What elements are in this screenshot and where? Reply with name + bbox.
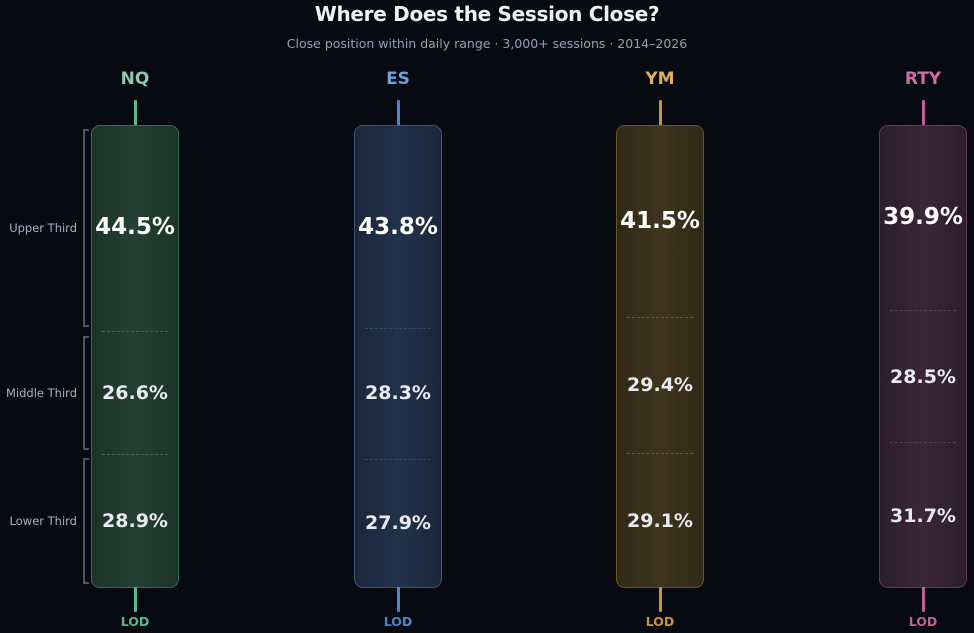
candle-rty: RTY 39.9% 28.5% 31.7% LOD — [879, 0, 967, 633]
bracket-middle — [83, 336, 89, 450]
middle-third-value: 28.3% — [365, 382, 431, 404]
lower-third-value: 29.1% — [627, 510, 693, 532]
chart-title: Where Does the Session Close? — [314, 2, 660, 26]
ticker-label: ES — [386, 69, 410, 89]
high-wick — [922, 100, 925, 126]
candle-body: 43.8% 28.3% 27.9% — [354, 125, 442, 588]
divider-lower — [627, 453, 693, 454]
section-label-middle: Middle Third — [6, 386, 77, 400]
divider-upper — [627, 317, 693, 318]
candle-es: ES 43.8% 28.3% 27.9% LOD — [354, 0, 442, 633]
high-wick — [397, 100, 400, 126]
low-wick — [922, 587, 925, 612]
ticker-label: NQ — [120, 69, 150, 89]
lower-third-value: 28.9% — [102, 510, 168, 532]
upper-third-value: 41.5% — [620, 208, 700, 234]
lod-label: LOD — [120, 614, 150, 629]
ticker-label: YM — [645, 69, 675, 89]
divider-upper — [890, 310, 956, 311]
high-wick — [134, 100, 137, 126]
middle-third-value: 26.6% — [102, 382, 168, 404]
candle-nq: NQ 44.5% 26.6% 28.9% LOD — [91, 0, 179, 633]
candle-body: 39.9% 28.5% 31.7% — [879, 125, 967, 588]
bracket-lower — [83, 458, 89, 584]
upper-third-value: 44.5% — [95, 214, 175, 240]
lower-third-value: 31.7% — [890, 505, 956, 527]
low-wick — [397, 587, 400, 612]
lower-third-value: 27.9% — [365, 512, 431, 534]
middle-third-value: 29.4% — [627, 374, 693, 396]
divider-upper — [365, 328, 431, 329]
candle-body: 44.5% 26.6% 28.9% — [91, 125, 179, 588]
lod-label: LOD — [908, 614, 938, 629]
divider-lower — [102, 454, 168, 455]
bracket-upper — [83, 129, 89, 327]
lod-label: LOD — [383, 614, 413, 629]
upper-third-value: 39.9% — [883, 204, 963, 230]
high-wick — [659, 100, 662, 126]
candle-ym: YM 41.5% 29.4% 29.1% LOD — [616, 0, 704, 633]
lod-label: LOD — [645, 614, 675, 629]
low-wick — [134, 587, 137, 612]
divider-upper — [102, 331, 168, 332]
section-label-upper: Upper Third — [9, 221, 77, 235]
low-wick — [659, 587, 662, 612]
middle-third-value: 28.5% — [890, 366, 956, 388]
chart-subtitle: Close position within daily range · 3,00… — [286, 36, 688, 51]
divider-lower — [890, 442, 956, 443]
divider-lower — [365, 459, 431, 460]
upper-third-value: 43.8% — [358, 214, 438, 240]
section-label-lower: Lower Third — [9, 514, 77, 528]
candle-body: 41.5% 29.4% 29.1% — [616, 125, 704, 588]
ticker-label: RTY — [904, 69, 942, 89]
